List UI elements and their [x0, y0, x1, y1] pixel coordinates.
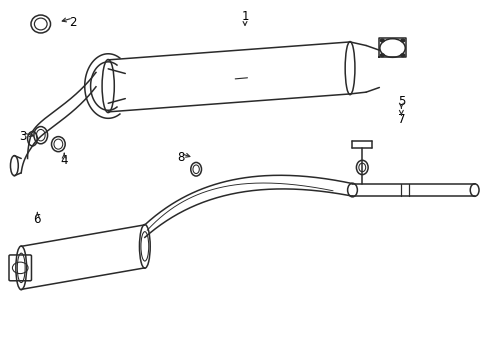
- Text: 5: 5: [398, 95, 405, 108]
- Text: 3: 3: [19, 130, 26, 144]
- Circle shape: [401, 54, 405, 57]
- Circle shape: [380, 39, 384, 42]
- Text: 8: 8: [177, 151, 184, 164]
- Text: 6: 6: [34, 213, 41, 226]
- Text: 2: 2: [69, 16, 77, 29]
- Circle shape: [401, 39, 405, 42]
- Circle shape: [380, 54, 384, 57]
- Text: 7: 7: [397, 113, 405, 126]
- Text: 4: 4: [60, 154, 68, 167]
- Text: 1: 1: [241, 10, 249, 23]
